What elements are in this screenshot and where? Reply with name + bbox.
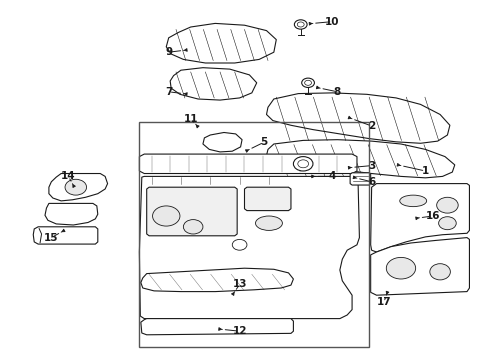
Text: 1: 1 xyxy=(421,166,428,176)
Polygon shape xyxy=(266,93,449,143)
Circle shape xyxy=(438,217,455,230)
Text: 17: 17 xyxy=(376,297,390,307)
Polygon shape xyxy=(266,140,454,178)
Text: 5: 5 xyxy=(260,137,267,147)
Polygon shape xyxy=(139,154,356,174)
Circle shape xyxy=(301,78,314,87)
Ellipse shape xyxy=(255,216,282,230)
Polygon shape xyxy=(166,23,276,63)
Text: 8: 8 xyxy=(333,87,340,97)
Circle shape xyxy=(386,257,415,279)
Text: 13: 13 xyxy=(232,279,246,289)
Text: 15: 15 xyxy=(44,233,59,243)
Text: 6: 6 xyxy=(367,177,374,187)
Bar xyxy=(139,122,368,347)
Text: 12: 12 xyxy=(232,326,246,336)
Text: 16: 16 xyxy=(425,211,439,221)
Polygon shape xyxy=(170,68,256,100)
Circle shape xyxy=(436,197,457,213)
Circle shape xyxy=(293,157,312,171)
Ellipse shape xyxy=(399,195,426,207)
Text: 7: 7 xyxy=(164,87,172,97)
Circle shape xyxy=(304,80,311,85)
Polygon shape xyxy=(349,173,370,185)
Circle shape xyxy=(152,206,180,226)
Polygon shape xyxy=(141,319,293,335)
Polygon shape xyxy=(33,227,98,244)
Text: 4: 4 xyxy=(328,171,336,181)
Polygon shape xyxy=(370,238,468,295)
Polygon shape xyxy=(244,187,290,211)
Circle shape xyxy=(232,239,246,250)
Polygon shape xyxy=(203,132,242,152)
Circle shape xyxy=(65,179,86,195)
Polygon shape xyxy=(141,268,293,292)
Polygon shape xyxy=(45,203,98,225)
Text: 11: 11 xyxy=(183,114,198,124)
Text: 9: 9 xyxy=(165,47,172,57)
Polygon shape xyxy=(139,176,359,319)
Text: 14: 14 xyxy=(61,171,76,181)
Polygon shape xyxy=(49,174,107,201)
Circle shape xyxy=(297,22,304,27)
Circle shape xyxy=(297,160,308,168)
Circle shape xyxy=(294,20,306,29)
Text: 2: 2 xyxy=(367,121,374,131)
Polygon shape xyxy=(146,187,237,236)
Text: 10: 10 xyxy=(325,17,339,27)
Text: 3: 3 xyxy=(367,161,374,171)
Circle shape xyxy=(183,220,203,234)
Ellipse shape xyxy=(429,264,449,280)
Polygon shape xyxy=(370,184,468,252)
